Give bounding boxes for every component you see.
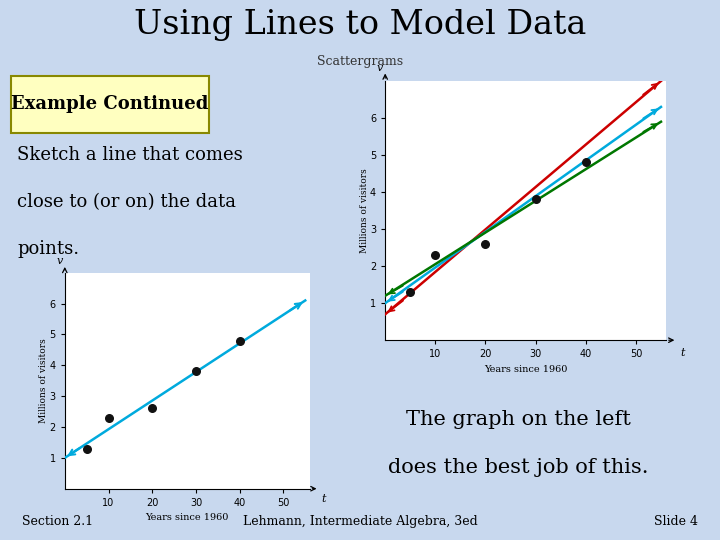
Point <box>430 251 441 259</box>
Text: Sketch a line that comes: Sketch a line that comes <box>17 146 243 164</box>
Point <box>81 444 92 453</box>
Y-axis label: Millions of visitors: Millions of visitors <box>39 339 48 423</box>
Point <box>405 288 416 296</box>
Text: The graph on the left: The graph on the left <box>406 410 631 429</box>
Text: Lehmann, Intermediate Algebra, 3ed: Lehmann, Intermediate Algebra, 3ed <box>243 515 477 528</box>
Point <box>580 158 592 167</box>
FancyBboxPatch shape <box>11 76 210 132</box>
Point <box>530 195 541 204</box>
Point <box>190 367 202 376</box>
Text: does the best job of this.: does the best job of this. <box>388 457 649 477</box>
Text: v: v <box>56 256 63 266</box>
X-axis label: Years since 1960: Years since 1960 <box>145 514 229 522</box>
X-axis label: Years since 1960: Years since 1960 <box>484 365 567 374</box>
Text: t: t <box>680 348 685 358</box>
Text: Using Lines to Model Data: Using Lines to Model Data <box>134 9 586 40</box>
Text: Section 2.1: Section 2.1 <box>22 515 93 528</box>
Point <box>480 240 491 248</box>
Text: Example Continued: Example Continued <box>12 95 209 113</box>
Text: Slide 4: Slide 4 <box>654 515 698 528</box>
Point <box>146 404 158 413</box>
Text: close to (or on) the data: close to (or on) the data <box>17 193 236 211</box>
Point <box>234 336 246 345</box>
Point <box>103 414 114 422</box>
Y-axis label: Millions of visitors: Millions of visitors <box>359 168 369 253</box>
Text: t: t <box>322 494 326 504</box>
Text: points.: points. <box>17 240 79 258</box>
Text: Scattergrams: Scattergrams <box>317 55 403 68</box>
Text: v: v <box>376 63 382 73</box>
